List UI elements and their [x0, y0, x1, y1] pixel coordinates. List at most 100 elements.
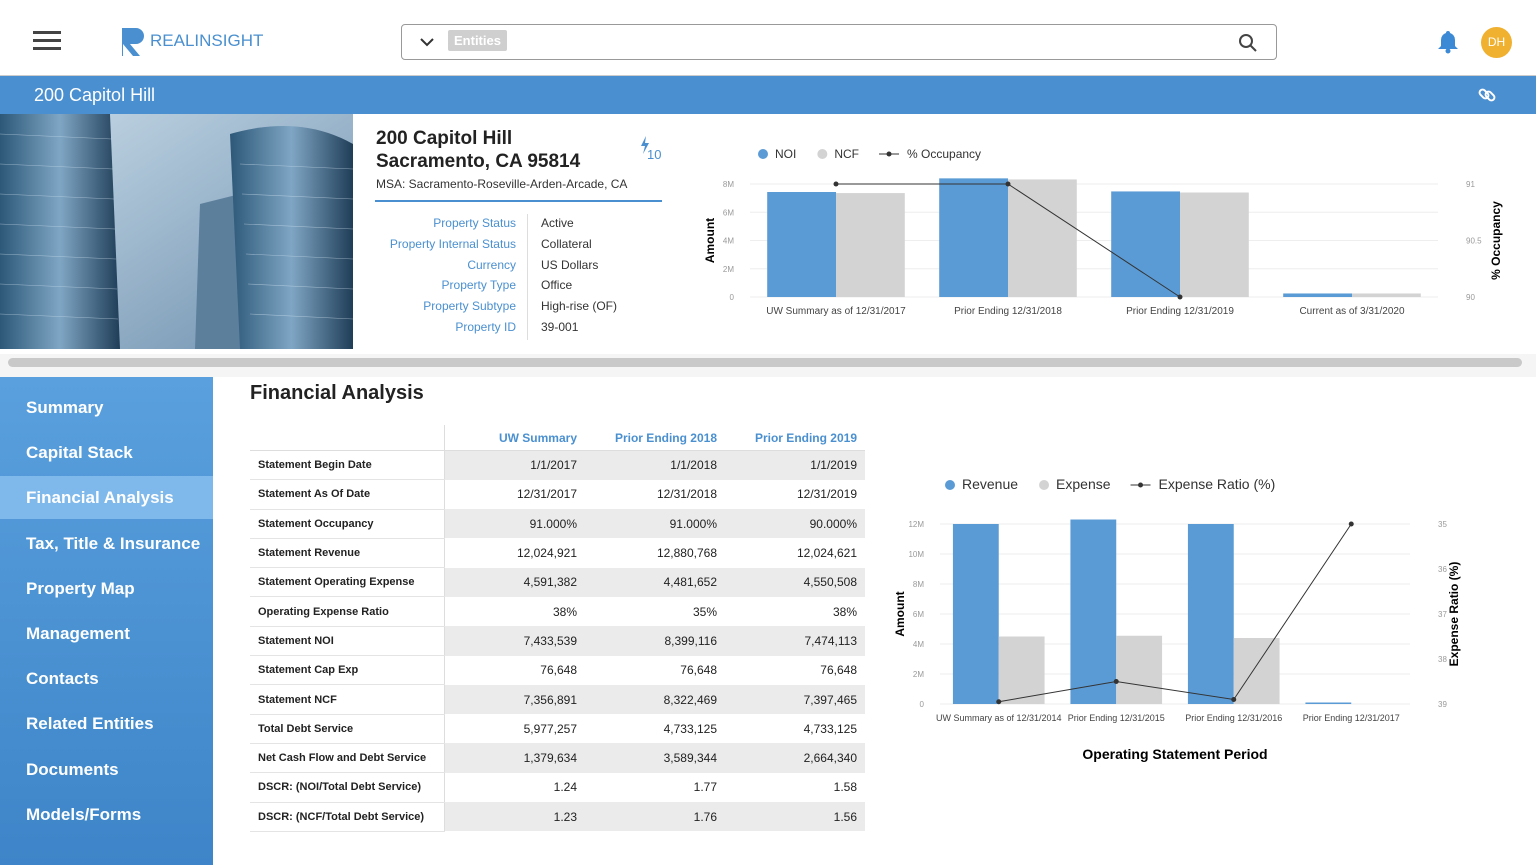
legend-swatch	[886, 151, 892, 157]
row-label: DSCR: (NCF/Total Debt Service)	[250, 802, 445, 832]
legend-swatch	[1039, 480, 1050, 490]
x-tick-label: Prior Ending 12/31/2019	[1126, 306, 1234, 317]
property-photo	[0, 114, 353, 349]
cell: 2,664,340	[725, 743, 865, 773]
legend-label: Expense Ratio (%)	[1159, 476, 1276, 492]
scrollbar[interactable]	[8, 358, 1522, 367]
search-icon[interactable]	[1238, 33, 1258, 53]
cell: 4,733,125	[803, 721, 857, 736]
legend-swatch	[817, 149, 828, 159]
user-avatar[interactable]: DH	[1481, 27, 1512, 58]
table-row: Net Cash Flow and Debt Service 1,379,634 3…	[250, 743, 865, 774]
y-tick-label: 2M	[723, 265, 734, 274]
legend-label: NCF	[834, 147, 859, 161]
nav-item[interactable]: Property Map	[26, 578, 135, 598]
y2-axis-title: % Occupancy	[1489, 201, 1503, 280]
field-label: Property Status	[433, 216, 516, 230]
column-header: UW Summary	[444, 425, 585, 451]
property-address: Sacramento, CA 95814	[376, 151, 581, 172]
cell: 1/1/2019	[725, 450, 865, 480]
search-chip[interactable]: Entities	[448, 30, 507, 51]
nav-item[interactable]: Summary	[26, 398, 104, 417]
cell: 38%	[552, 604, 577, 619]
menu-button[interactable]	[33, 30, 61, 52]
cell: 1.23	[444, 802, 585, 832]
row-label: Statement Operating Expense	[250, 567, 445, 598]
side-nav: Summary Capital Stack Financial Analysis Ta…	[0, 377, 213, 865]
cell: 1/1/2017	[444, 450, 585, 480]
chart: 0 2M 4M 6M 8M 10M 12M 35 36 37 38 39 Amount Expense R…	[893, 476, 1461, 762]
y-tick-label: 12M	[908, 520, 924, 529]
bar	[836, 193, 905, 297]
table-row: Statement Cap Exp 76,648 76,648 76,648	[250, 655, 865, 686]
nav-item[interactable]: Capital Stack	[26, 443, 133, 463]
nav-item[interactable]: Tax, Title & Insurance	[26, 533, 201, 553]
row-label: Statement Occupancy	[250, 509, 445, 539]
cell: 4,591,382	[444, 567, 585, 597]
search-box[interactable]: Entities	[401, 24, 1277, 60]
cell: 5,977,257	[523, 721, 577, 736]
link-icon[interactable]	[1477, 85, 1497, 105]
cell: 4,550,508	[725, 567, 865, 597]
column-header: Prior Ending 2019	[725, 425, 865, 451]
cell: 1.56	[725, 802, 865, 832]
nav-item[interactable]: Contacts	[26, 669, 99, 689]
y-tick-label: 8M	[723, 180, 734, 189]
cell: 12/31/2019	[796, 487, 857, 502]
badge-count: 10	[647, 147, 662, 162]
field-value: US Dollars	[541, 257, 599, 272]
x-tick-label: Prior Ending 12/31/2015	[1068, 713, 1165, 723]
x-tick-label: UW Summary as of 12/31/2014	[936, 713, 1062, 723]
cell: 1.77	[693, 780, 717, 795]
notification-bell[interactable]	[1437, 30, 1459, 54]
dropdown-icon[interactable]	[420, 37, 434, 47]
line-point	[1005, 181, 1011, 187]
property-name: 200 Capitol Hill	[376, 128, 513, 149]
field-value: Office	[541, 278, 573, 293]
logo[interactable]: REALINSIGHT	[120, 24, 290, 58]
x-tick-label: Prior Ending 12/31/2016	[1185, 713, 1282, 723]
nav-item[interactable]: Related Entities	[26, 714, 154, 734]
nav-item[interactable]: Financial Analysis	[0, 476, 213, 520]
badge-icon	[641, 136, 649, 154]
y2-tick-label: 90.5	[1466, 237, 1482, 246]
header-row: UW Summary Prior Ending 2018 Prior Ending …	[250, 425, 865, 451]
field-value: 39-001	[541, 320, 579, 334]
x-tick-label: Prior Ending 12/31/2018	[954, 306, 1062, 317]
cell: 76,648	[820, 663, 857, 678]
cell: 12,024,921	[516, 546, 577, 561]
y-tick-label: 4M	[913, 640, 924, 649]
line	[998, 523, 1352, 703]
property-panel: 200 Capitol Hill Sacramento, CA 95814 10…	[0, 114, 1536, 354]
nav-item[interactable]: Documents	[26, 759, 119, 779]
y2-tick-label: 35	[1438, 520, 1447, 529]
field-label: Currency	[467, 257, 516, 272]
cell: 12/31/2018	[656, 487, 717, 502]
row-label: Statement NCF	[250, 684, 445, 715]
banner-title: 200 Capitol Hill	[34, 85, 156, 105]
line-point	[996, 699, 1002, 705]
cell: 1/1/2018	[585, 450, 725, 480]
nav-item[interactable]: Management	[26, 624, 130, 643]
line-point	[1177, 294, 1183, 300]
x-tick-label: UW Summary as of 12/31/2017	[766, 306, 906, 317]
nav-item[interactable]: Models/Forms	[26, 804, 142, 824]
table-row: Statement Revenue 12,024,921 12,880,768 12,…	[250, 538, 865, 569]
row-label: DSCR: (NOI/Total Debt Service)	[250, 772, 445, 803]
field-label: Property Internal Status	[389, 236, 516, 251]
divider	[375, 200, 662, 202]
legend-swatch	[945, 480, 955, 490]
row-label: Total Debt Service	[250, 714, 445, 744]
x-axis-title: Operating Statement Period	[1082, 746, 1267, 762]
cell: 1.76	[585, 802, 725, 832]
row-label: Statement Revenue	[250, 538, 445, 569]
y-tick-label: 4M	[723, 237, 734, 246]
bar	[1180, 192, 1249, 297]
bar	[1008, 179, 1077, 297]
bar	[1283, 293, 1352, 297]
x-tick-label: Current as of 3/31/2020	[1299, 306, 1405, 317]
cell: 12,024,621	[796, 546, 857, 561]
field-value: Collateral	[541, 236, 592, 251]
table-row: Statement Begin Date 1/1/2017 1/1/2018 1/1/…	[250, 450, 865, 481]
field-value: High-rise (OF)	[541, 299, 618, 314]
